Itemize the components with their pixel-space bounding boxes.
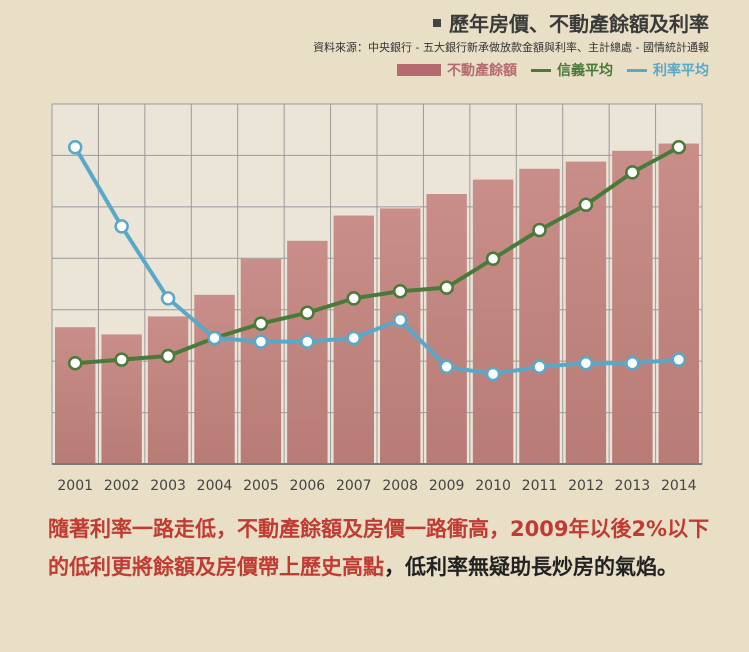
chart-svg: 2001 2002 2003 2004 2005 2006 2007 2008 2009 2010…: [51, 103, 703, 494]
legend-label-balance: 不動產餘額: [447, 63, 517, 79]
x-tick-label: 2004: [197, 478, 233, 494]
point-利率平均-2007: [346, 330, 362, 346]
chart-title: 歷年房價、不動產餘額及利率: [433, 8, 709, 37]
x-tick-label: 2001: [57, 478, 93, 494]
caption: 隨著利率一路走低，不動產餘額及房價一路衝高，2009年以後2%以下的低利更將餘額…: [48, 510, 718, 586]
point-信義平均-2009: [439, 280, 454, 295]
point-信義平均-2010: [485, 251, 501, 267]
x-tick-label: 2002: [104, 478, 140, 494]
source-note: 資料來源：中央銀行 - 五大銀行新承做放款金額與利率、主計總處 - 國情統計通報: [313, 41, 709, 54]
point-利率平均-2011: [532, 359, 547, 375]
x-tick-label: 2008: [382, 478, 418, 494]
x-tick-label: 2012: [568, 478, 604, 494]
legend-item-rate: 利率平均: [627, 60, 709, 80]
point-利率平均-2004: [207, 330, 222, 346]
bar-2009: [426, 194, 467, 464]
caption-highlight: 隨著利率一路走低，不動產餘額及房價一路衝高，2009年以後2%以下的低利更將餘額…: [48, 517, 710, 579]
point-信義平均-2006: [300, 305, 315, 321]
x-tick-label: 2006: [290, 478, 326, 494]
legend: 不動產餘額 信義平均 利率平均: [397, 60, 709, 80]
legend-label-rate: 利率平均: [653, 63, 709, 79]
point-利率平均-2003: [160, 291, 176, 306]
point-利率平均-2014: [671, 352, 687, 367]
chart-title-text: 歷年房價、不動產餘額及利率: [449, 12, 709, 36]
point-利率平均-2008: [392, 312, 408, 328]
x-tick-label: 2010: [475, 478, 511, 494]
bar-2006: [287, 240, 328, 464]
point-信義平均-2003: [160, 348, 176, 364]
point-信義平均-2001: [67, 355, 83, 371]
legend-swatch-blue: [627, 68, 647, 72]
legend-swatch-bar: [397, 64, 441, 76]
point-利率平均-2009: [439, 359, 454, 375]
point-利率平均-2002: [114, 219, 129, 234]
series-line-利率平均: [73, 146, 679, 376]
legend-label-sinyi: 信義平均: [557, 63, 613, 79]
point-利率平均-2001: [67, 139, 83, 155]
x-tick-label: 2013: [615, 478, 651, 494]
bar-2003: [147, 316, 189, 464]
point-信義平均-2007: [346, 291, 362, 306]
square-bullet-icon: [433, 18, 441, 27]
point-信義平均-2011: [532, 222, 547, 238]
point-信義平均-2013: [625, 165, 640, 180]
bar-2004: [194, 294, 235, 464]
x-tick-label: 2009: [429, 478, 465, 494]
point-利率平均-2006: [300, 334, 315, 349]
caption-rest: ，低利率無疑助長炒房的氣焰。: [384, 555, 678, 579]
point-信義平均-2014: [671, 139, 687, 155]
point-利率平均-2010: [485, 366, 501, 382]
legend-item-sinyi: 信義平均: [531, 60, 613, 80]
point-利率平均-2013: [625, 355, 640, 371]
point-信義平均-2002: [114, 352, 129, 367]
point-利率平均-2012: [578, 355, 594, 371]
legend-item-balance: 不動產餘額: [397, 60, 517, 80]
point-信義平均-2012: [578, 197, 594, 213]
x-tick-label: 2011: [522, 478, 558, 494]
legend-swatch-green: [531, 68, 551, 72]
bar-2001: [55, 327, 96, 464]
x-tick-label: 2003: [150, 478, 186, 494]
x-tick-label: 2005: [243, 478, 279, 494]
x-tick-label: 2007: [336, 478, 372, 494]
bar-2005: [240, 258, 282, 464]
series-line-信義平均: [75, 145, 680, 366]
bar-2011: [519, 168, 560, 465]
bar-2010: [472, 179, 514, 464]
point-信義平均-2005: [253, 316, 269, 331]
point-信義平均-2008: [392, 283, 408, 299]
bar-2014: [658, 143, 699, 464]
point-利率平均-2005: [253, 334, 269, 349]
x-tick-label: 2014: [661, 478, 697, 494]
bar-2013: [612, 150, 653, 465]
